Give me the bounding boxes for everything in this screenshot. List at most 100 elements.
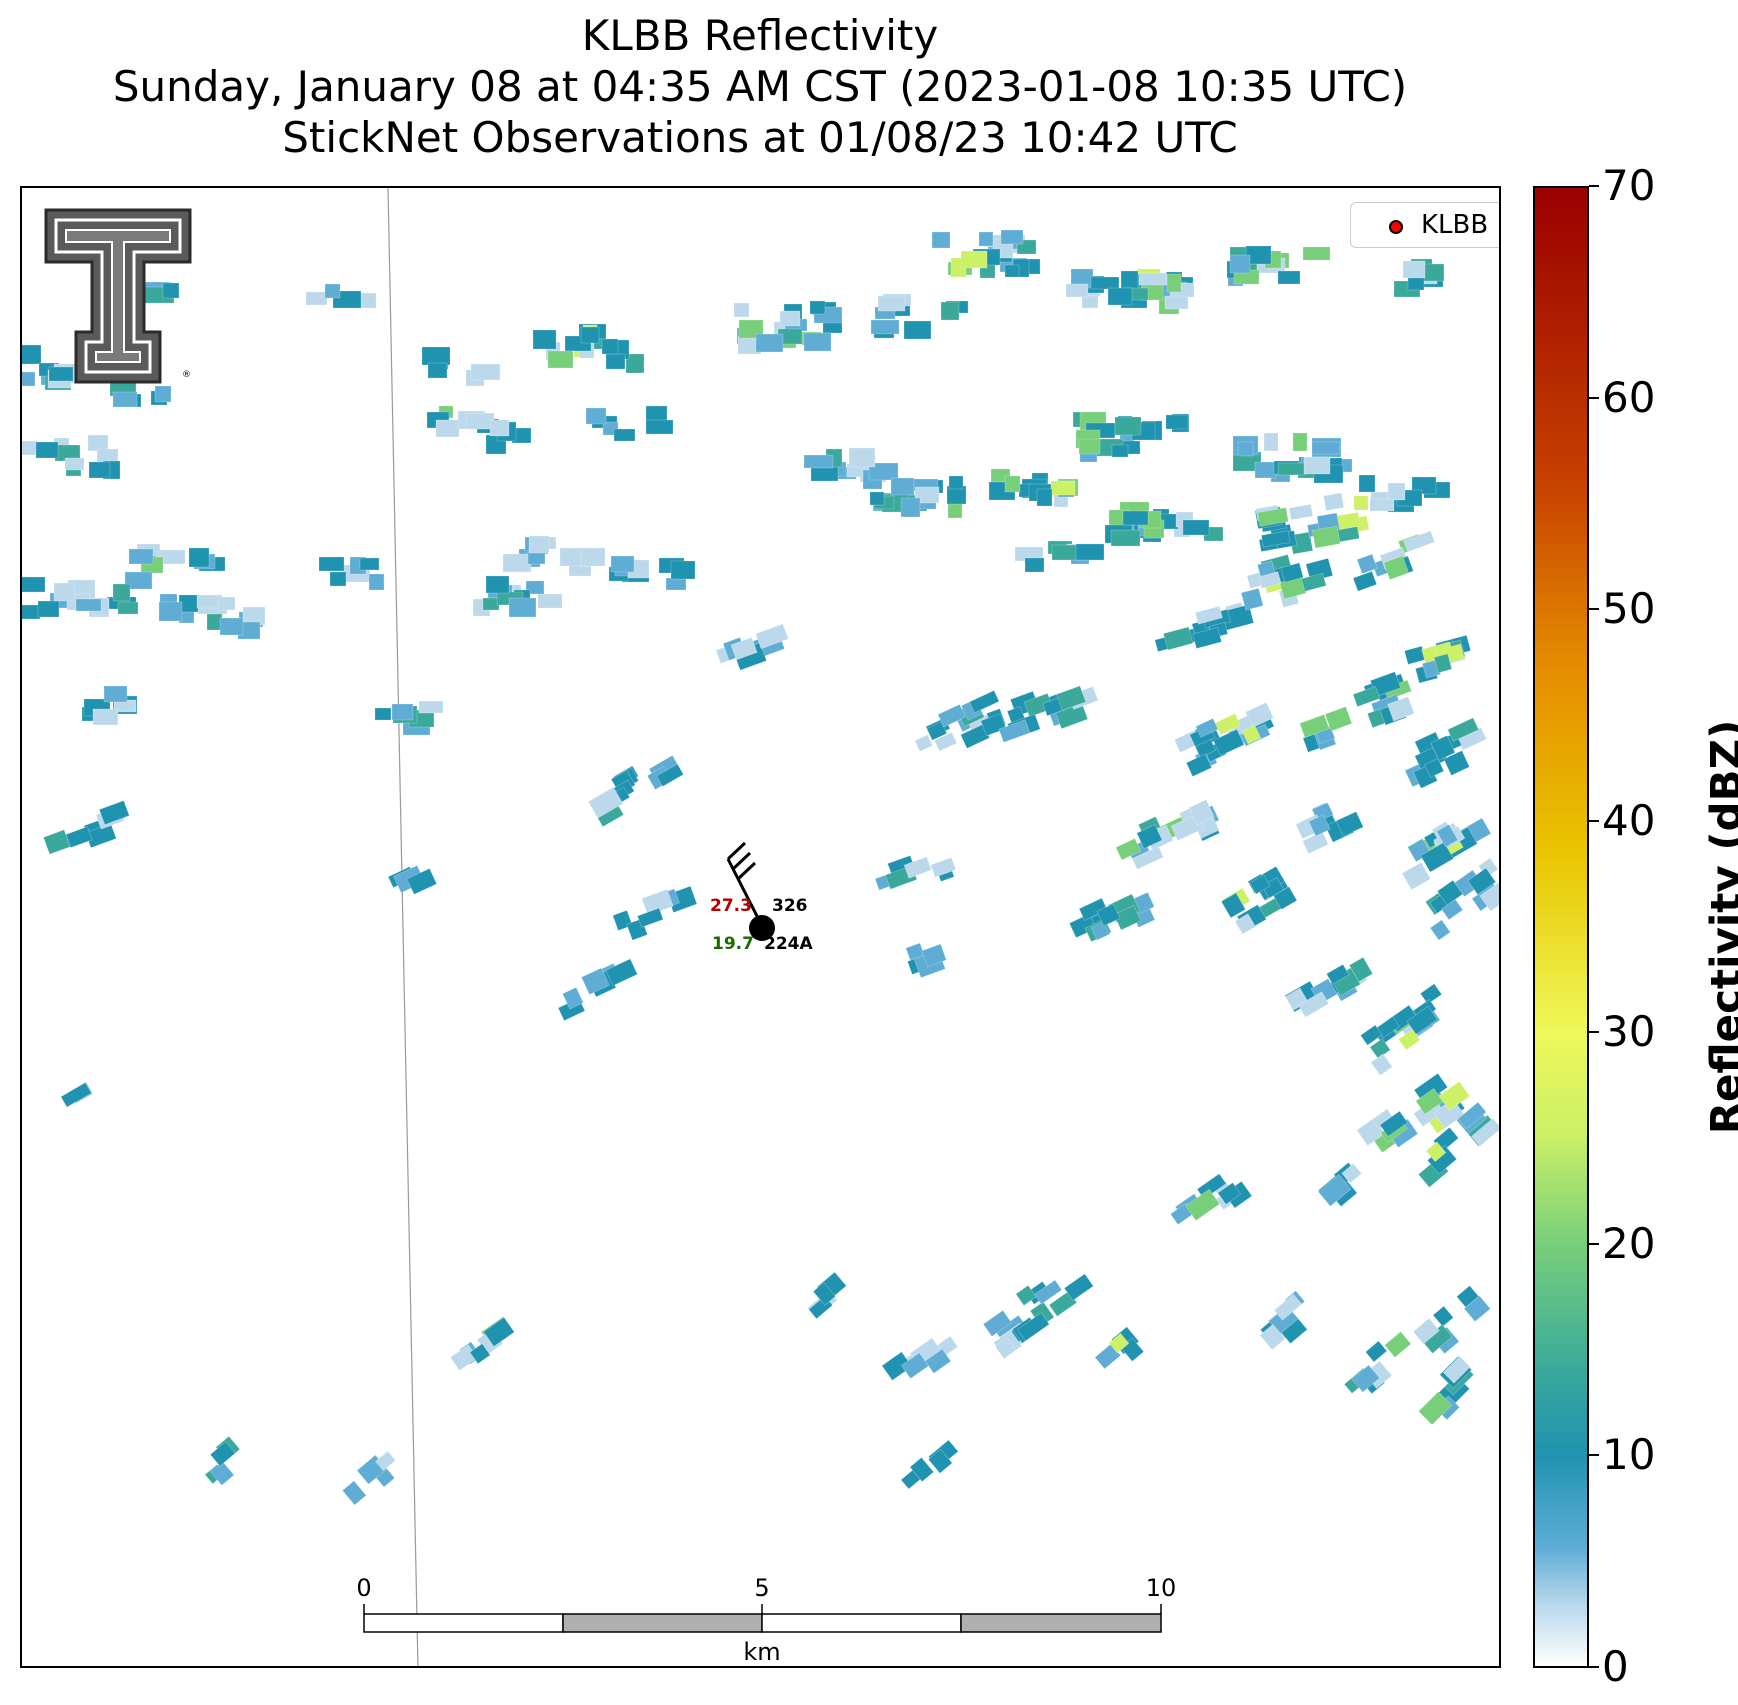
- reflectivity-cell: [368, 573, 385, 591]
- cb-label-50: 50: [1602, 584, 1656, 633]
- reflectivity-cell: [1356, 553, 1378, 575]
- echo-cluster: [128, 543, 226, 574]
- reflectivity-cell: [375, 1450, 396, 1472]
- reflectivity-cell: [1442, 1355, 1471, 1384]
- reflectivity-cell: [1254, 461, 1277, 479]
- reflectivity-cell: [1063, 1273, 1094, 1301]
- reflectivity-cell: [1353, 495, 1369, 511]
- echo-cluster: [1360, 983, 1443, 1076]
- reflectivity-colorbar: [1533, 186, 1589, 1668]
- reflectivity-cell: [1240, 587, 1264, 611]
- reflectivity-cell: [469, 1343, 491, 1365]
- reflectivity-cell: [1317, 1173, 1352, 1207]
- reflectivity-cell: [1402, 260, 1426, 279]
- cb-label-0: 0: [1602, 1642, 1629, 1691]
- reflectivity-cell: [1075, 543, 1105, 561]
- scalebar-seg-2: [562, 1613, 763, 1633]
- reflectivity-cell: [154, 385, 172, 403]
- reflectivity-cell: [1429, 919, 1451, 941]
- echo-cluster: [988, 468, 1079, 508]
- reflectivity-cell: [489, 419, 510, 437]
- echo-cluster: [1220, 865, 1298, 935]
- reflectivity-cell: [421, 346, 451, 366]
- echo-cluster: [472, 575, 563, 618]
- reflectivity-cell: [1337, 526, 1360, 543]
- echo-cluster: [449, 1316, 515, 1371]
- reflectivity-cell: [1420, 841, 1454, 873]
- reflectivity-cell: [1078, 438, 1101, 455]
- county-boundary-line: [387, 188, 419, 1666]
- title-line-3: StickNet Observations at 01/08/23 10:42 …: [282, 113, 1238, 162]
- reflectivity-cell: [1369, 1038, 1391, 1059]
- reflectivity-cell: [1114, 416, 1142, 436]
- echo-cluster: [900, 1439, 959, 1490]
- reflectivity-cell: [1164, 295, 1189, 310]
- reflectivity-cell: [1365, 1340, 1388, 1363]
- reflectivity-cell: [868, 462, 899, 481]
- reflectivity-cell: [1415, 1088, 1444, 1115]
- title-line-2: Sunday, January 08 at 04:35 AM CST (2023…: [112, 62, 1408, 111]
- reflectivity-cell: [755, 623, 789, 650]
- echo-cluster: [982, 1273, 1094, 1360]
- radar-map[interactable]: ® KLBB 27.3 326 19.7 224A 0 5 10 km: [20, 186, 1501, 1668]
- echo-cluster: [22, 571, 153, 620]
- reflectivity-cell: [1273, 1293, 1303, 1321]
- echo-cluster: [1353, 474, 1451, 513]
- reflectivity-cell: [755, 333, 784, 353]
- reflectivity-cell: [1438, 1081, 1471, 1111]
- reflectivity-cell: [96, 448, 119, 463]
- echo-cluster: [1240, 554, 1334, 611]
- reflectivity-cell: [905, 942, 925, 961]
- reflectivity-cell: [60, 1082, 92, 1108]
- reflectivity-cell: [914, 486, 940, 504]
- klbb-marker-icon: [1389, 220, 1403, 234]
- echo-cluster: [43, 800, 130, 855]
- reflectivity-cell: [1188, 799, 1215, 826]
- reflectivity-cell: [219, 617, 244, 636]
- reflectivity-cell: [48, 366, 74, 382]
- reflectivity-cell: [1299, 714, 1330, 738]
- reflectivity-cell: [1425, 1141, 1447, 1163]
- scalebar-seg-4: [960, 1613, 1162, 1633]
- reflectivity-cell: [1107, 287, 1133, 306]
- reflectivity-cell: [1217, 1182, 1242, 1205]
- echo-cluster: [585, 405, 674, 442]
- reflectivity-cell: [1383, 555, 1410, 580]
- echo-cluster: [980, 685, 1099, 743]
- reflectivity-cell: [53, 582, 75, 602]
- reflectivity-cell: [1479, 878, 1499, 912]
- echo-cluster: [158, 593, 266, 640]
- station-pressure: 326: [772, 896, 808, 916]
- echo-cluster: [931, 229, 1041, 279]
- reflectivity-cell: [528, 535, 550, 554]
- reflectivity-cell: [188, 547, 210, 568]
- reflectivity-cell: [22, 371, 36, 387]
- reflectivity-cell: [900, 1352, 929, 1379]
- reflectivity-cell: [482, 597, 500, 611]
- reflectivity-cell: [1096, 903, 1121, 927]
- echo-cluster: [387, 865, 438, 895]
- reflectivity-cell: [1220, 892, 1246, 919]
- reflectivity-cell: [641, 888, 674, 916]
- reflectivity-cell: [890, 477, 915, 496]
- reflectivity-cell: [1120, 270, 1139, 290]
- reflectivity-cell: [1308, 814, 1331, 837]
- scalebar-unit: km: [743, 1638, 781, 1666]
- reflectivity-cell: [209, 1460, 235, 1486]
- reflectivity-cell: [1163, 626, 1194, 651]
- reflectivity-cell: [1078, 897, 1108, 921]
- reflectivity-cell: [1352, 570, 1378, 592]
- echo-cluster: [1072, 411, 1190, 463]
- reflectivity-cell: [87, 434, 109, 452]
- reflectivity-cell: [1004, 475, 1021, 493]
- reflectivity-cell: [1447, 717, 1479, 742]
- reflectivity-cell: [1111, 444, 1129, 458]
- reflectivity-cell: [921, 943, 947, 968]
- echo-cluster: [1232, 432, 1353, 484]
- reflectivity-cell: [391, 703, 414, 721]
- echo-cluster: [1115, 799, 1220, 870]
- cb-tick-60: [1589, 397, 1599, 399]
- reflectivity-cell: [877, 295, 906, 312]
- reflectivity-cell: [1358, 474, 1376, 493]
- reflectivity-cell: [1194, 605, 1223, 625]
